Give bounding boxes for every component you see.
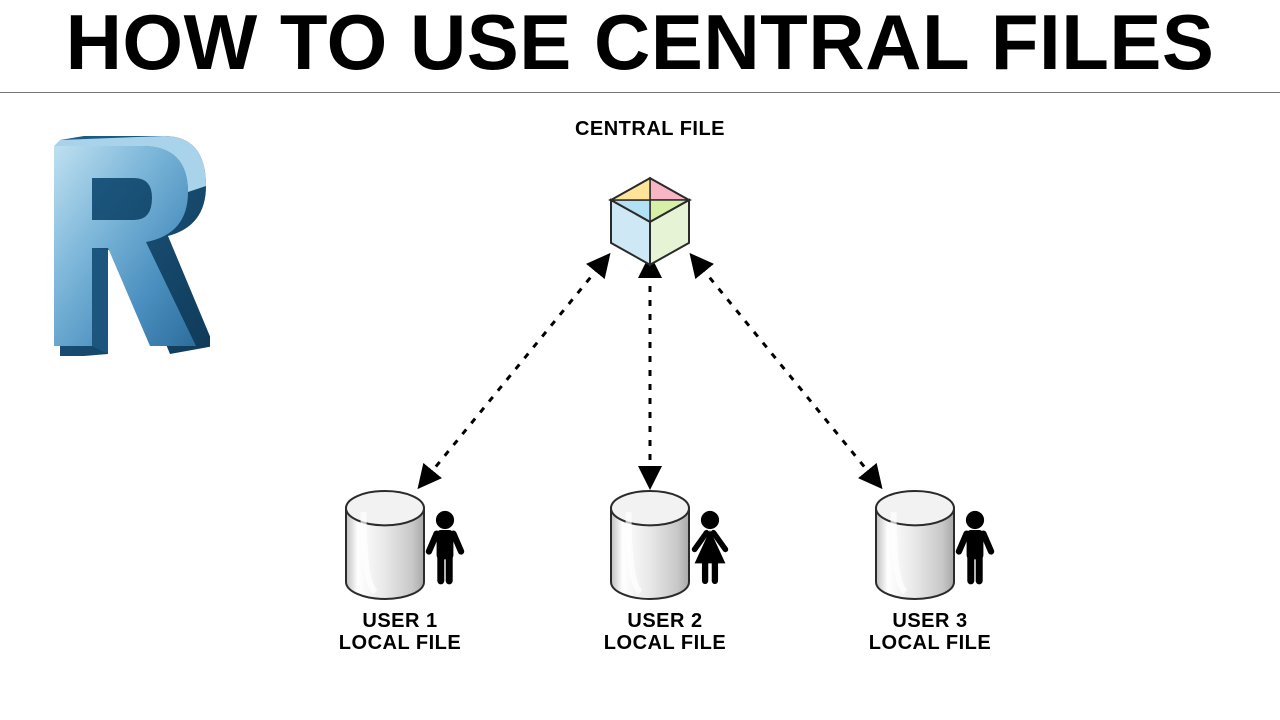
user-label-3: USER 3 LOCAL FILE — [850, 610, 1010, 654]
central-file-label: CENTRAL FILE — [540, 118, 760, 140]
user-label-2: USER 2 LOCAL FILE — [585, 610, 745, 654]
title-divider — [0, 92, 1280, 93]
user-nodes — [346, 491, 991, 599]
user-node-2 — [611, 491, 725, 599]
page-title: HOW TO USE CENTRAL FILES — [0, 2, 1280, 84]
revit-logo — [30, 136, 210, 356]
user-node-3 — [876, 491, 991, 599]
sync-arrows — [420, 256, 880, 486]
user-node-1 — [346, 491, 461, 599]
central-file-icon — [611, 178, 689, 265]
user-label-1: USER 1 LOCAL FILE — [320, 610, 480, 654]
